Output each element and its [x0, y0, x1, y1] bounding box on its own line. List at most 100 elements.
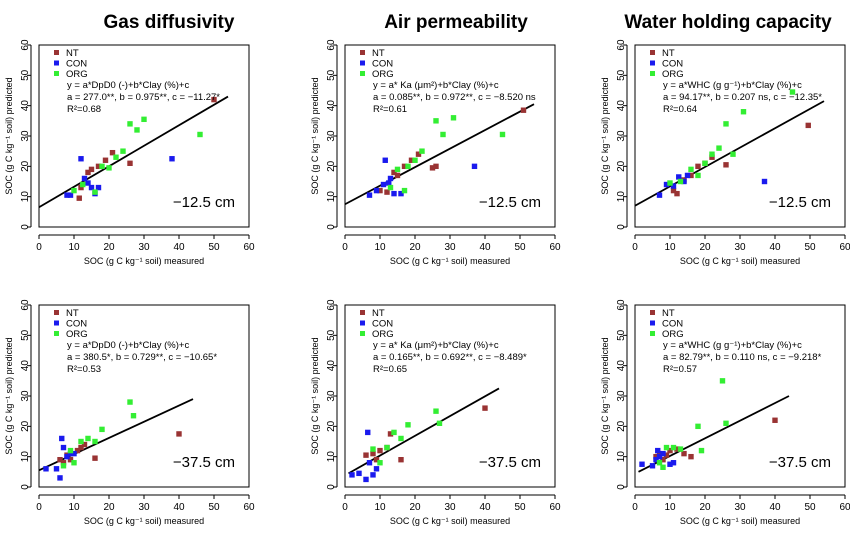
point-nt — [688, 172, 694, 179]
r2-text: R²=0.65 — [373, 364, 407, 375]
point-org — [394, 166, 401, 173]
point-con — [667, 461, 673, 467]
point-org — [80, 181, 86, 188]
x-tick-label: 10 — [664, 242, 676, 253]
point-nt — [74, 447, 81, 454]
y-tick-label: 0 — [616, 484, 627, 490]
point-org — [440, 131, 446, 138]
legend-label-con: CON — [66, 319, 87, 330]
x-tick-label: 10 — [374, 242, 386, 253]
point-org — [141, 116, 147, 123]
y-tick-label: 60 — [616, 299, 627, 311]
point-org — [60, 463, 67, 469]
y-tick-label: 30 — [616, 130, 627, 142]
point-org — [127, 399, 133, 405]
point-org — [740, 109, 747, 115]
point-org — [695, 172, 701, 179]
point-con — [57, 475, 63, 481]
y-tick-label: 0 — [20, 224, 31, 230]
point-org — [677, 446, 684, 452]
legend-marker-nt — [54, 310, 59, 315]
x-tick-label: 30 — [734, 242, 746, 253]
x-axis-label: SOC (g C kg⁻¹ soil) measured — [390, 516, 510, 526]
plot-frame — [38, 304, 250, 488]
r2-text: R²=0.68 — [67, 104, 101, 115]
point-nt — [681, 450, 687, 457]
x-tick-label: 30 — [138, 502, 150, 513]
y-tick-label: 40 — [326, 100, 337, 112]
point-con — [761, 178, 768, 185]
depth-label: −12.5 cm — [173, 194, 235, 211]
point-con — [59, 435, 65, 442]
y-tick-label: 0 — [616, 224, 627, 230]
point-con — [370, 472, 376, 478]
plot-frame — [634, 304, 846, 488]
x-tick-label: 60 — [549, 502, 561, 513]
point-con — [85, 180, 91, 186]
point-org — [412, 157, 418, 163]
scatter-panel-3: 0 0 10 10 20 20 30 30 40 40 50 50 60 60 SOC (g C kg⁻¹ … — [600, 39, 850, 266]
x-tick-label: 10 — [68, 502, 80, 513]
equation-text: y = a*DpD0 (-)+b*Clay (%)+c — [67, 340, 189, 351]
point-org — [401, 187, 408, 194]
chart-title-water-holding-capacity: Water holding capacity — [624, 12, 832, 33]
y-tick-label: 10 — [326, 191, 337, 203]
point-nt — [653, 453, 659, 460]
y-axis-label: SOC (g C kg⁻¹ soil) predicted — [310, 337, 320, 454]
point-con — [53, 466, 60, 472]
y-tick-label: 30 — [616, 390, 627, 402]
x-tick-label: 10 — [68, 242, 80, 253]
point-con — [655, 447, 661, 454]
point-con — [366, 460, 373, 466]
point-con — [656, 192, 663, 198]
point-nt — [127, 160, 133, 166]
point-con — [684, 172, 691, 179]
legend-label-con: CON — [372, 59, 393, 70]
x-tick-label: 0 — [632, 502, 638, 513]
point-org — [99, 426, 105, 433]
point-org — [656, 460, 663, 466]
point-con — [373, 187, 380, 194]
x-tick-label: 40 — [479, 502, 491, 513]
legend-marker-con — [54, 320, 59, 326]
point-org — [433, 408, 439, 414]
point-org — [709, 151, 715, 157]
point-nt — [88, 166, 95, 173]
point-nt — [688, 453, 694, 460]
point-nt — [408, 157, 415, 163]
legend-marker-con — [650, 320, 655, 326]
point-nt — [81, 441, 88, 448]
point-org — [67, 447, 74, 454]
point-con — [67, 450, 74, 457]
point-con — [64, 453, 70, 460]
point-nt — [78, 444, 84, 451]
legend-label-org: ORG — [66, 69, 88, 80]
point-org — [197, 131, 203, 138]
equation-text: y = a* Ka (μm²)+b*Clay (%)+c — [373, 80, 499, 91]
x-tick-label: 30 — [444, 242, 456, 253]
point-con — [349, 472, 355, 478]
point-nt — [772, 417, 778, 423]
point-org — [377, 460, 383, 466]
y-tick-label: 50 — [20, 69, 31, 81]
point-nt — [723, 162, 729, 168]
point-con — [670, 460, 677, 466]
point-org — [730, 151, 736, 157]
y-tick-label: 20 — [616, 160, 627, 172]
point-org — [663, 444, 670, 451]
legend-label-nt: NT — [66, 308, 79, 319]
x-tick-label: 40 — [173, 242, 185, 253]
legend-marker-con — [54, 60, 59, 66]
point-org — [716, 145, 722, 151]
point-con — [366, 192, 373, 198]
point-nt — [95, 163, 102, 170]
point-con — [64, 192, 70, 198]
point-nt — [482, 405, 488, 411]
plot-frame — [38, 44, 250, 228]
scatter-panel-5: 0 0 10 10 20 20 30 30 40 40 50 50 60 60 SOC (g C kg⁻¹ … — [310, 299, 561, 526]
params-text: a = 380.5*, b = 0.729**, c = −10.65* — [67, 352, 217, 363]
x-tick-label: 20 — [699, 502, 711, 513]
legend-label-org: ORG — [66, 329, 88, 340]
plot-frame — [634, 44, 846, 228]
point-nt — [660, 457, 666, 463]
